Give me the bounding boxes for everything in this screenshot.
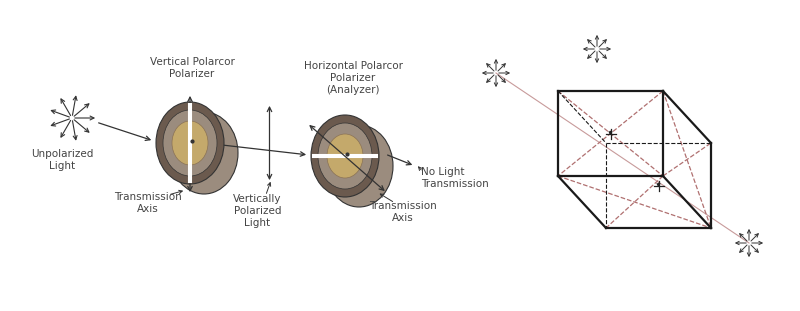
Ellipse shape xyxy=(325,125,393,207)
Ellipse shape xyxy=(318,123,372,189)
Text: Transmission
Axis: Transmission Axis xyxy=(369,201,437,223)
Text: No Light
Transmission: No Light Transmission xyxy=(421,167,489,189)
Text: Vertically
Polarized
Light: Vertically Polarized Light xyxy=(234,194,282,228)
Ellipse shape xyxy=(170,112,238,194)
Text: Transmission
Axis: Transmission Axis xyxy=(114,192,182,214)
Ellipse shape xyxy=(156,102,224,184)
Ellipse shape xyxy=(163,110,217,176)
Ellipse shape xyxy=(172,121,208,165)
Text: Unpolarized
Light: Unpolarized Light xyxy=(31,149,93,171)
Text: Vertical Polarcor
Polarizer: Vertical Polarcor Polarizer xyxy=(150,57,234,79)
Ellipse shape xyxy=(311,115,379,197)
Ellipse shape xyxy=(327,134,363,178)
Text: Horizontal Polarcor
Polarizer
(Analyzer): Horizontal Polarcor Polarizer (Analyzer) xyxy=(303,61,402,95)
